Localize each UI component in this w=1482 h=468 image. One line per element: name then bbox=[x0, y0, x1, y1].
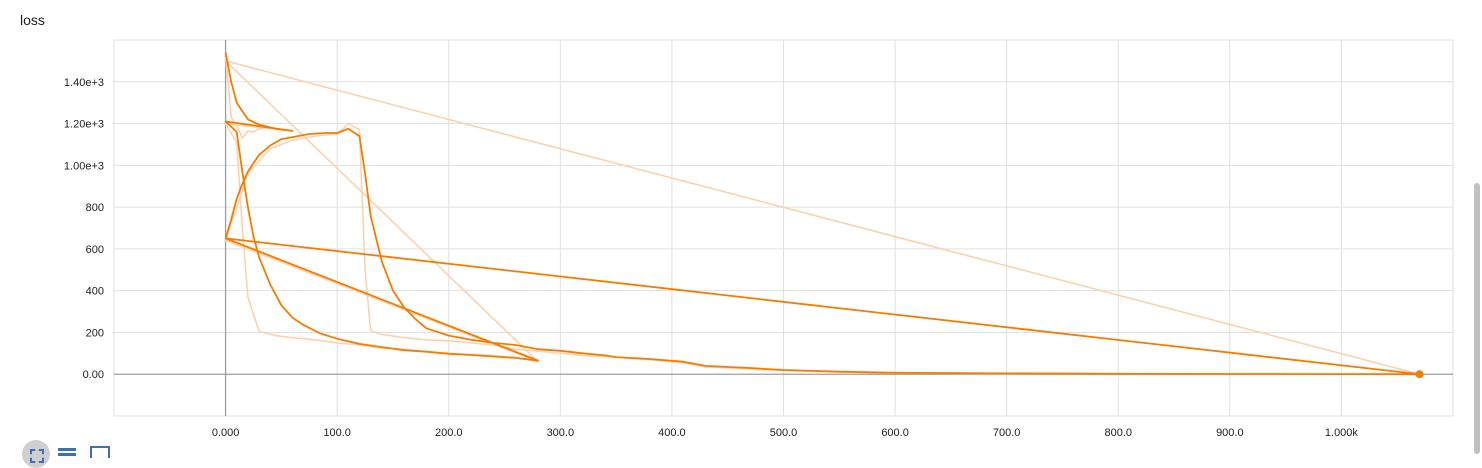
y-axis-ticks: 0.00 200 400 600 800 1.00e+3 1.20e+3 1.40e+3 bbox=[64, 77, 104, 381]
x-tick-label: 600.0 bbox=[881, 427, 909, 439]
log-scale-icon[interactable] bbox=[58, 448, 76, 451]
smoothed-series bbox=[224, 52, 1421, 376]
y-tick-label: 800 bbox=[86, 202, 104, 214]
y-tick-label: 1.00e+3 bbox=[64, 160, 104, 172]
y-tick-label: 1.20e+3 bbox=[64, 119, 104, 131]
chart-title: loss bbox=[20, 12, 45, 28]
y-tick-label: 1.40e+3 bbox=[64, 77, 104, 89]
x-tick-label: 500.0 bbox=[770, 427, 798, 439]
raw-line-0 bbox=[224, 56, 1421, 376]
y-tick-label: 400 bbox=[86, 286, 104, 298]
toggle-range-icon[interactable] bbox=[90, 446, 110, 458]
x-tick-label: 100.0 bbox=[323, 427, 351, 439]
y-tick-label: 200 bbox=[86, 327, 104, 339]
last-point-dot bbox=[1415, 370, 1424, 379]
x-tick-label: 900.0 bbox=[1216, 427, 1244, 439]
x-tick-label: 1.000k bbox=[1325, 427, 1359, 439]
x-tick-label: 0.000 bbox=[212, 427, 240, 439]
x-tick-label: 400.0 bbox=[658, 427, 686, 439]
grid-lines bbox=[113, 39, 1454, 417]
x-tick-label: 200.0 bbox=[435, 427, 463, 439]
fit-domain-icon[interactable] bbox=[22, 440, 50, 468]
smoothed-line-0 bbox=[224, 52, 1421, 376]
x-tick-label: 700.0 bbox=[993, 427, 1021, 439]
x-axis-ticks: 0.000 100.0 200.0 300.0 400.0 500.0 600.0 700.0… bbox=[212, 427, 1359, 439]
x-tick-label: 800.0 bbox=[1104, 427, 1132, 439]
raw-series bbox=[224, 56, 1421, 376]
loss-chart[interactable]: 0.000 100.0 200.0 300.0 400.0 500.0 600.0 700.0… bbox=[0, 0, 1482, 454]
vertical-scrollbar[interactable] bbox=[1474, 183, 1480, 454]
last-point-marker bbox=[1415, 370, 1424, 379]
y-tick-label: 0.00 bbox=[83, 369, 104, 381]
x-tick-label: 300.0 bbox=[547, 427, 575, 439]
y-tick-label: 600 bbox=[86, 244, 104, 256]
